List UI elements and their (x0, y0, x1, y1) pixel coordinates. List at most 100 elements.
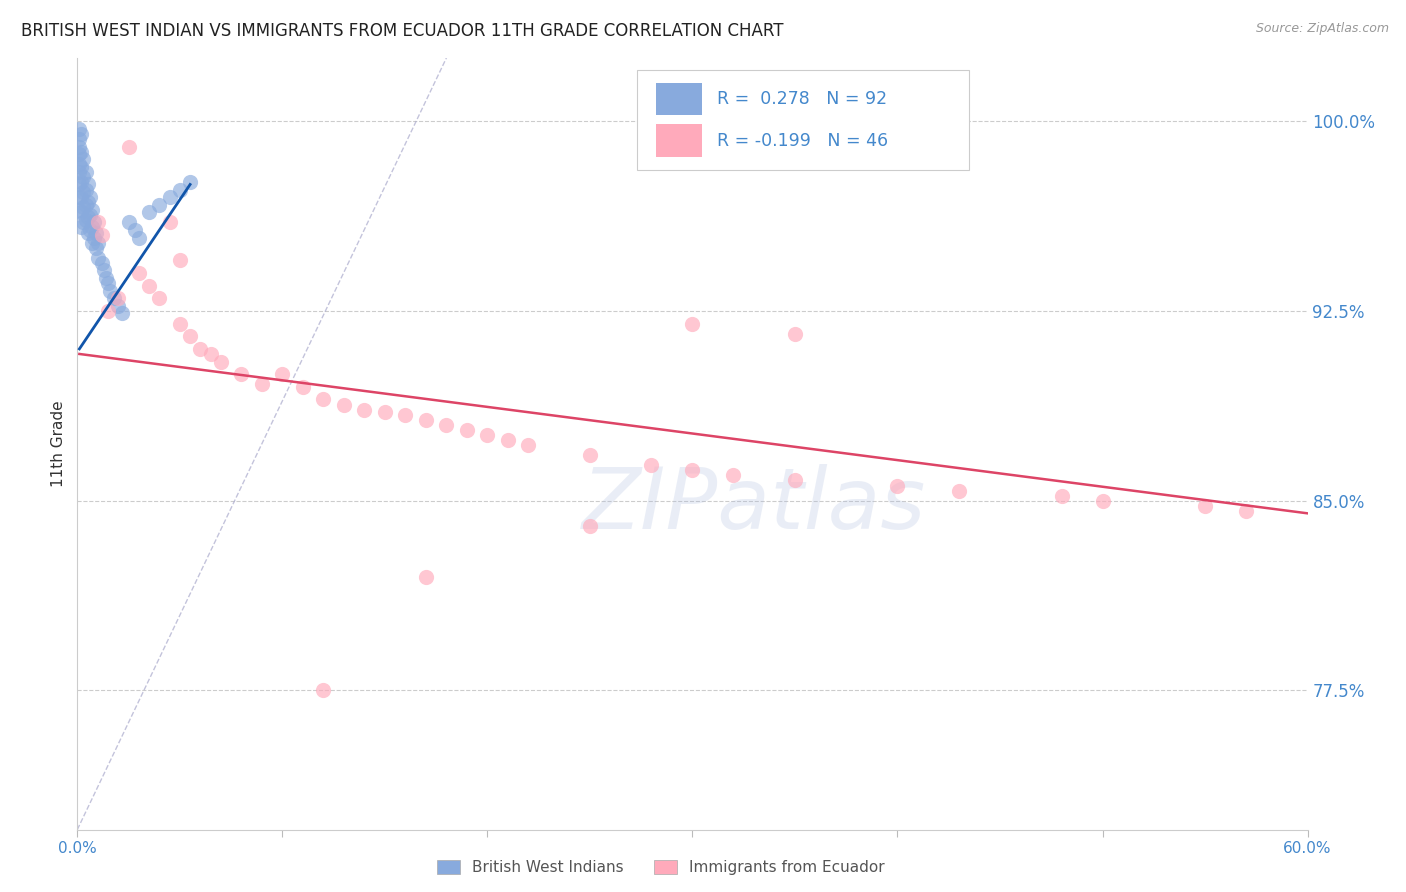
Point (72, 185, 94, 199)
Point (517, 438, 540, 452)
Point (117, 215, 139, 229)
Point (723, 468, 745, 483)
Point (70, 127, 93, 141)
Point (169, 317, 191, 331)
Point (76, 178, 98, 192)
Point (70, 220, 93, 235)
Point (1050, 489, 1073, 503)
Point (128, 266, 150, 280)
Point (415, 413, 437, 427)
Point (76, 226, 98, 240)
Point (291, 380, 314, 394)
Point (90, 256, 114, 270)
FancyBboxPatch shape (655, 124, 703, 157)
Point (70, 145, 93, 159)
Point (117, 139, 139, 153)
Point (67, 121, 90, 136)
Point (333, 398, 356, 412)
Text: R =  0.278   N = 92: R = 0.278 N = 92 (717, 90, 887, 108)
Point (111, 306, 134, 320)
Point (67, 139, 90, 153)
Point (948, 483, 970, 498)
Legend: British West Indians, Immigrants from Ecuador: British West Indians, Immigrants from Ec… (437, 861, 884, 875)
Point (98, 284, 121, 298)
Point (312, 683, 335, 698)
Point (67, 132, 90, 146)
Point (70, 160, 93, 174)
Point (886, 478, 908, 492)
Point (436, 417, 458, 432)
Point (1234, 504, 1257, 518)
Point (179, 175, 201, 189)
Point (200, 347, 222, 361)
Point (97, 304, 120, 318)
Point (75, 213, 97, 227)
Point (103, 291, 125, 305)
Point (415, 569, 437, 583)
Point (75, 197, 97, 211)
Point (124, 223, 146, 237)
Text: ZIPatlas: ZIPatlas (582, 464, 927, 547)
Point (138, 278, 160, 293)
Point (72, 215, 94, 229)
Point (80, 202, 103, 217)
Point (231, 368, 253, 382)
Point (353, 402, 375, 417)
Point (87, 215, 110, 229)
Point (75, 165, 97, 179)
Point (148, 197, 170, 211)
Point (72, 169, 94, 184)
Text: Source: ZipAtlas.com: Source: ZipAtlas.com (1256, 22, 1389, 36)
Y-axis label: 11th Grade: 11th Grade (51, 401, 66, 487)
Point (80, 220, 103, 235)
Point (682, 463, 704, 477)
Point (70, 175, 93, 189)
Point (97, 276, 120, 290)
Text: R = -0.199   N = 46: R = -0.199 N = 46 (717, 131, 889, 150)
Point (72, 152, 94, 166)
Point (79, 223, 101, 237)
Point (148, 291, 170, 305)
Point (394, 408, 416, 422)
Point (456, 423, 478, 437)
Point (107, 291, 129, 305)
Point (72, 200, 94, 214)
Point (312, 392, 335, 407)
Point (107, 299, 129, 313)
Point (783, 474, 806, 488)
Point (188, 342, 212, 356)
Point (67, 147, 90, 161)
Point (67, 190, 90, 204)
Point (1194, 499, 1216, 513)
Point (90, 228, 114, 243)
Point (374, 405, 396, 419)
Point (93, 263, 115, 277)
Point (83, 230, 105, 244)
Point (75, 182, 97, 196)
Point (84, 226, 107, 240)
Point (79, 208, 101, 222)
Point (169, 253, 191, 268)
Point (67, 202, 90, 217)
Point (70, 190, 93, 204)
Point (84, 241, 107, 255)
Point (138, 205, 160, 219)
Point (1091, 493, 1114, 508)
Text: BRITISH WEST INDIAN VS IMMIGRANTS FROM ECUADOR 11TH GRADE CORRELATION CHART: BRITISH WEST INDIAN VS IMMIGRANTS FROM E… (21, 22, 783, 40)
Point (67, 157, 90, 171)
Point (83, 215, 105, 229)
Point (76, 211, 98, 225)
Point (79, 190, 101, 204)
Point (70, 205, 93, 219)
Point (76, 195, 98, 210)
Point (783, 326, 806, 341)
Point (496, 433, 519, 447)
Point (169, 182, 191, 196)
Point (579, 448, 602, 462)
Point (87, 251, 110, 265)
Point (682, 317, 704, 331)
Point (67, 178, 90, 192)
Point (477, 428, 499, 442)
Point (94, 271, 117, 285)
Point (579, 519, 602, 533)
